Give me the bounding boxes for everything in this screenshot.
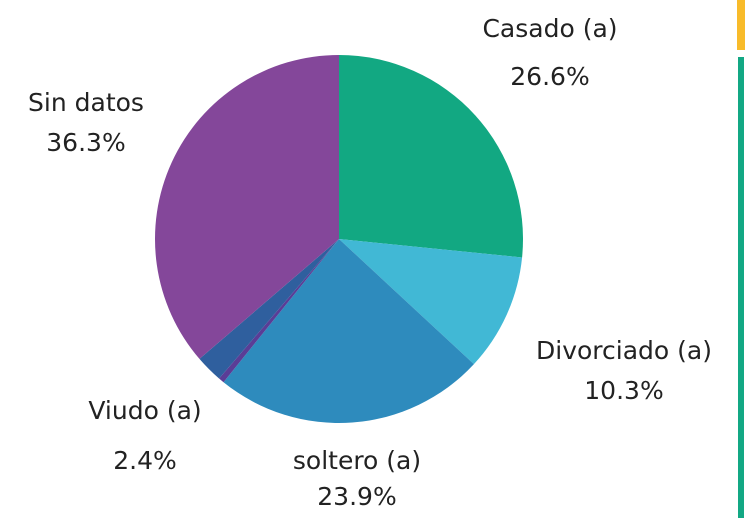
pie-slice xyxy=(223,239,474,424)
slice-label: Sin datos xyxy=(28,88,144,117)
pie-slice xyxy=(199,239,339,379)
slice-value-label: 23.9% xyxy=(317,482,396,511)
side-bar xyxy=(738,57,744,518)
pie-slice xyxy=(219,239,339,383)
slice-value-label: 2.4% xyxy=(113,446,177,475)
pie xyxy=(155,55,523,424)
slice-value-label: 36.3% xyxy=(46,128,125,157)
slice-value-label: 10.3% xyxy=(584,376,663,405)
slice-value-label: 26.6% xyxy=(510,62,589,91)
pie-slice xyxy=(339,239,523,365)
slice-label: Casado (a) xyxy=(482,14,617,43)
slice-label: Divorciado (a) xyxy=(536,336,712,365)
slice-label: Viudo (a) xyxy=(88,396,201,425)
slice-label: soltero (a) xyxy=(293,446,421,475)
pie-slice xyxy=(339,55,523,258)
accent-bar xyxy=(737,0,745,50)
pie-slice xyxy=(155,55,339,359)
